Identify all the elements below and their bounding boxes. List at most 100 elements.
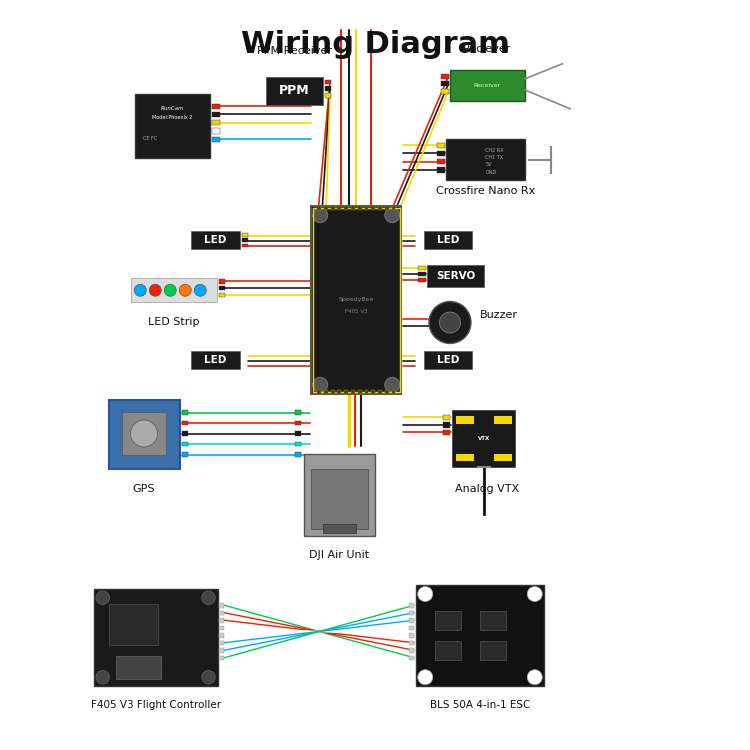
FancyBboxPatch shape (409, 626, 414, 630)
FancyBboxPatch shape (219, 279, 225, 284)
FancyBboxPatch shape (437, 151, 445, 156)
Circle shape (164, 284, 176, 296)
FancyBboxPatch shape (378, 206, 382, 210)
FancyBboxPatch shape (442, 430, 450, 435)
FancyBboxPatch shape (446, 139, 525, 180)
FancyBboxPatch shape (435, 641, 461, 660)
FancyBboxPatch shape (182, 442, 188, 446)
FancyBboxPatch shape (450, 70, 525, 101)
FancyBboxPatch shape (131, 278, 218, 302)
FancyBboxPatch shape (437, 167, 445, 172)
FancyBboxPatch shape (317, 390, 321, 394)
FancyBboxPatch shape (358, 206, 362, 210)
FancyBboxPatch shape (324, 390, 328, 394)
FancyBboxPatch shape (419, 266, 426, 270)
FancyBboxPatch shape (409, 648, 414, 652)
FancyBboxPatch shape (441, 74, 448, 79)
FancyBboxPatch shape (109, 604, 158, 645)
FancyBboxPatch shape (358, 390, 362, 394)
FancyBboxPatch shape (416, 585, 544, 686)
FancyBboxPatch shape (295, 452, 301, 457)
FancyBboxPatch shape (219, 292, 225, 297)
Circle shape (385, 377, 400, 392)
Circle shape (202, 591, 215, 604)
FancyBboxPatch shape (437, 142, 445, 148)
Text: LED: LED (205, 235, 226, 245)
FancyBboxPatch shape (427, 265, 484, 287)
FancyBboxPatch shape (212, 128, 220, 133)
FancyBboxPatch shape (219, 640, 224, 645)
FancyBboxPatch shape (325, 93, 331, 98)
FancyBboxPatch shape (191, 351, 240, 369)
Circle shape (429, 302, 471, 344)
Text: CE FC: CE FC (143, 136, 157, 141)
FancyBboxPatch shape (409, 603, 414, 608)
Text: PPM: PPM (279, 84, 310, 98)
FancyBboxPatch shape (378, 390, 382, 394)
FancyBboxPatch shape (424, 231, 472, 249)
Text: GND: GND (485, 170, 496, 175)
FancyBboxPatch shape (242, 233, 248, 237)
Circle shape (149, 284, 161, 296)
Text: Crossfire Nano Rx: Crossfire Nano Rx (436, 187, 535, 196)
FancyBboxPatch shape (295, 421, 301, 425)
Text: DJI Air Unit: DJI Air Unit (309, 550, 369, 560)
Text: SpeedyBee: SpeedyBee (338, 298, 374, 302)
FancyBboxPatch shape (456, 416, 474, 424)
FancyBboxPatch shape (344, 206, 348, 210)
FancyBboxPatch shape (295, 410, 301, 415)
FancyBboxPatch shape (219, 633, 224, 638)
FancyBboxPatch shape (182, 452, 188, 457)
Text: LED Strip: LED Strip (148, 317, 200, 327)
FancyBboxPatch shape (371, 390, 375, 394)
FancyBboxPatch shape (409, 633, 414, 638)
Circle shape (385, 208, 400, 223)
Text: SERVO: SERVO (436, 271, 476, 281)
FancyBboxPatch shape (219, 603, 224, 608)
FancyBboxPatch shape (219, 656, 224, 660)
FancyBboxPatch shape (212, 136, 220, 142)
FancyBboxPatch shape (409, 640, 414, 645)
FancyBboxPatch shape (212, 112, 220, 117)
FancyBboxPatch shape (364, 390, 368, 394)
FancyBboxPatch shape (442, 415, 450, 420)
FancyBboxPatch shape (311, 469, 368, 529)
Text: Reciever: Reciever (464, 44, 512, 54)
Text: LED: LED (437, 235, 459, 245)
FancyBboxPatch shape (266, 76, 322, 105)
Circle shape (418, 670, 433, 685)
FancyBboxPatch shape (338, 390, 341, 394)
FancyBboxPatch shape (480, 611, 506, 630)
Circle shape (194, 284, 206, 296)
FancyBboxPatch shape (441, 81, 448, 86)
FancyBboxPatch shape (437, 159, 445, 164)
FancyBboxPatch shape (409, 610, 414, 615)
FancyBboxPatch shape (385, 206, 388, 210)
Circle shape (179, 284, 191, 296)
Text: BLS 50A 4-in-1 ESC: BLS 50A 4-in-1 ESC (430, 700, 530, 709)
Text: VTX: VTX (478, 436, 490, 441)
Circle shape (130, 420, 158, 447)
Circle shape (202, 670, 215, 684)
FancyBboxPatch shape (304, 454, 375, 536)
Text: RunCam: RunCam (160, 106, 184, 111)
FancyBboxPatch shape (480, 641, 506, 660)
FancyBboxPatch shape (182, 410, 188, 415)
FancyBboxPatch shape (219, 286, 225, 290)
Circle shape (96, 591, 109, 604)
Circle shape (96, 670, 109, 684)
Circle shape (527, 586, 542, 602)
FancyBboxPatch shape (191, 231, 240, 249)
FancyBboxPatch shape (325, 80, 331, 84)
Text: Wiring Diagram: Wiring Diagram (241, 30, 509, 59)
FancyBboxPatch shape (419, 272, 426, 276)
FancyBboxPatch shape (219, 610, 224, 615)
FancyBboxPatch shape (212, 104, 220, 109)
FancyBboxPatch shape (242, 244, 248, 248)
FancyBboxPatch shape (392, 206, 395, 210)
FancyBboxPatch shape (331, 206, 334, 210)
FancyBboxPatch shape (409, 618, 414, 622)
FancyBboxPatch shape (392, 390, 395, 394)
FancyBboxPatch shape (182, 421, 188, 425)
Circle shape (418, 586, 433, 602)
